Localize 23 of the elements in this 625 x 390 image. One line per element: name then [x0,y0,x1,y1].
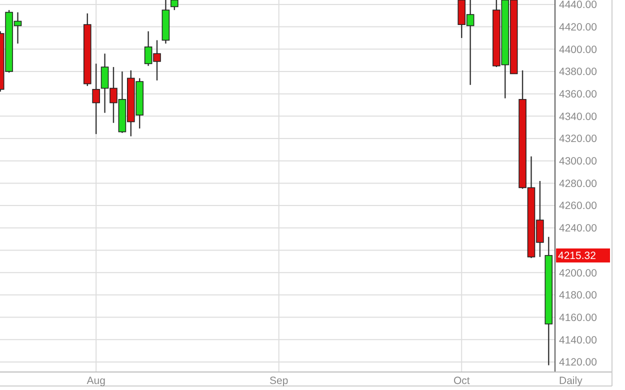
candlestick [170,0,178,11]
y-tick-label: 4400.00 [559,44,598,56]
x-tick-label: Aug [86,375,106,387]
x-tick-label: Sep [270,375,288,387]
y-tick-label: 4120.00 [559,356,598,369]
y-tick-label: 4360.00 [559,88,598,101]
text: 4215.32 [558,250,596,262]
candlestick [92,63,100,135]
y-tick-label: 4320.00 [559,133,598,146]
y-tick-label: 4280.00 [559,178,598,190]
y-tick-label: 4260.00 [559,200,598,212]
y-tick-label: 4180.00 [559,290,598,302]
y-tick-label: 4380.00 [559,66,598,78]
y-tick-label: 4340.00 [559,110,598,123]
x-axis-title: Daily [559,375,584,387]
y-tick-label: 4140.00 [559,334,598,346]
y-tick-label: 4200.00 [559,267,598,280]
y-tick-label: 4240.00 [559,222,598,235]
y-tick-label: 4420.00 [559,21,598,34]
y-tick-label: 4440.00 [559,0,598,12]
y-tick-label: 4300.00 [559,156,598,168]
y-tick-label: 4160.00 [559,312,598,324]
x-tick-label: Oct [453,375,470,387]
